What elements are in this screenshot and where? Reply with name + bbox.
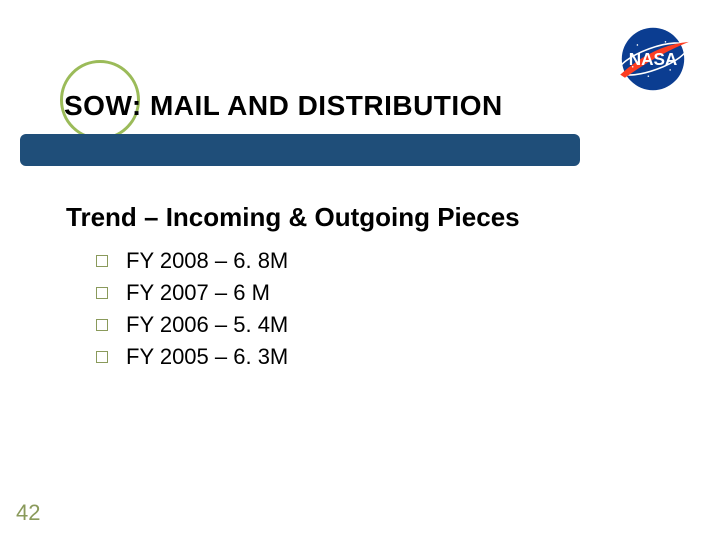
bullet-square-icon	[96, 319, 108, 331]
bullet-square-icon	[96, 351, 108, 363]
list-item: FY 2007 – 6 M	[96, 280, 288, 306]
bullet-text: FY 2008 – 6. 8M	[126, 248, 288, 274]
list-item: FY 2006 – 5. 4M	[96, 312, 288, 338]
nasa-logo-text: NASA	[629, 49, 678, 69]
nasa-logo-icon: NASA	[614, 26, 692, 92]
page-number: 42	[16, 500, 40, 526]
bullet-square-icon	[96, 255, 108, 267]
bullet-text: FY 2007 – 6 M	[126, 280, 270, 306]
bullet-square-icon	[96, 287, 108, 299]
bullet-text: FY 2006 – 5. 4M	[126, 312, 288, 338]
slide-title: SOW: MAIL AND DISTRIBUTION	[64, 90, 503, 122]
bullet-list: FY 2008 – 6. 8M FY 2007 – 6 M FY 2006 – …	[96, 248, 288, 376]
slide-subtitle: Trend – Incoming & Outgoing Pieces	[66, 202, 520, 233]
list-item: FY 2008 – 6. 8M	[96, 248, 288, 274]
slide: SOW: MAIL AND DISTRIBUTION NASA Trend – …	[0, 0, 720, 540]
list-item: FY 2005 – 6. 3M	[96, 344, 288, 370]
bullet-text: FY 2005 – 6. 3M	[126, 344, 288, 370]
title-underline-bar	[20, 134, 580, 166]
